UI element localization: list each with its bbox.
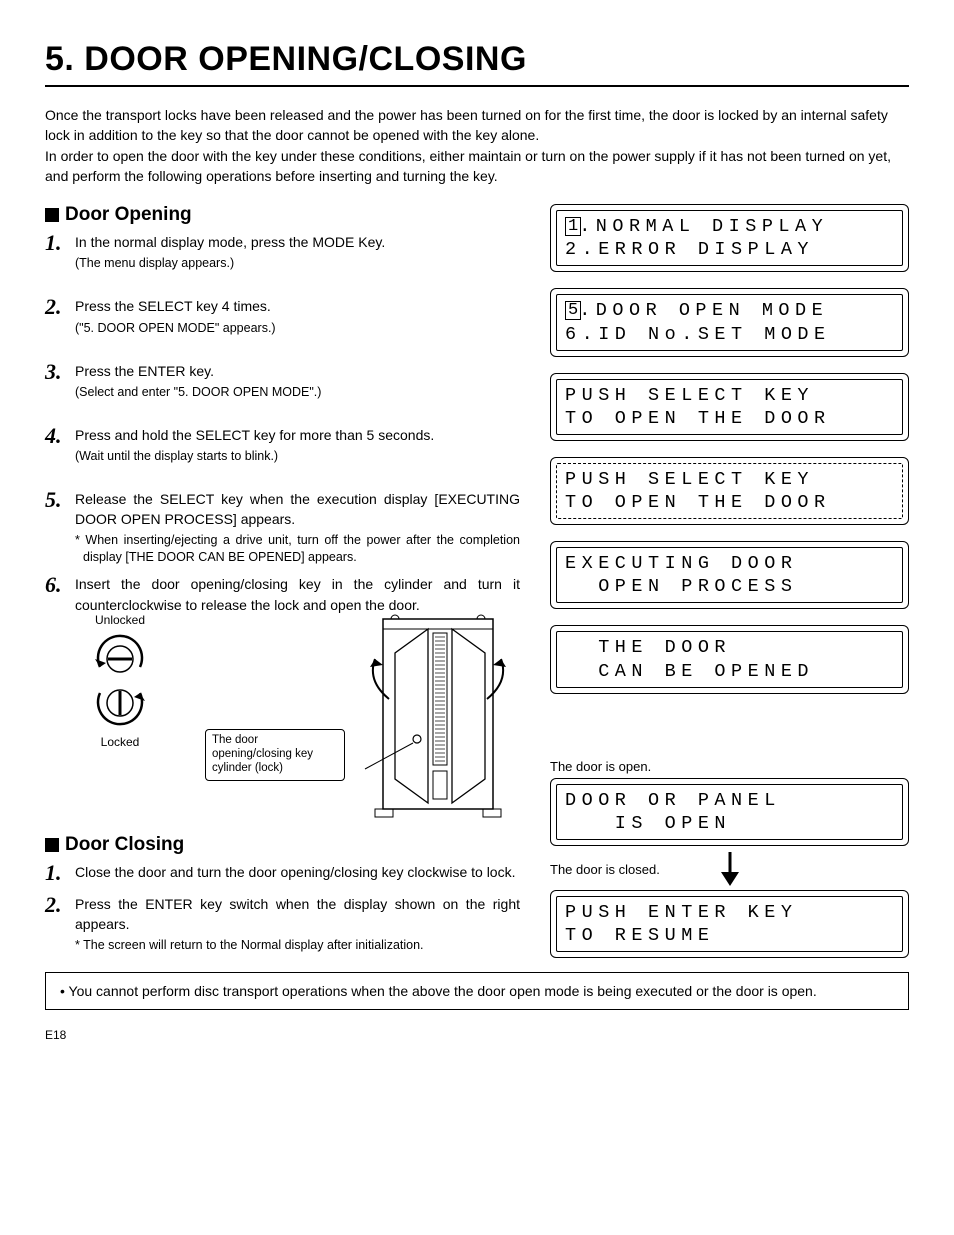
lcd-inner: THE DOOR CAN BE OPENED bbox=[556, 631, 903, 687]
lcd-line-text: 2.ERROR DISPLAY bbox=[565, 239, 814, 260]
step-sub: (Wait until the display starts to blink.… bbox=[75, 448, 520, 465]
intro-p1: Once the transport locks have been relea… bbox=[45, 105, 909, 146]
lcd-display-5: EXECUTING DOOR OPEN PROCESS bbox=[550, 541, 909, 609]
step-num: 2. bbox=[45, 894, 75, 954]
locked-lock-icon bbox=[90, 681, 150, 733]
lcd-line-text: CAN BE OPENED bbox=[565, 661, 814, 682]
lcd-line-text: PUSH SELECT KEY bbox=[565, 385, 814, 406]
lcd-line-text: TO RESUME bbox=[565, 925, 714, 946]
lcd-line-text: 6.ID No.SET MODE bbox=[565, 324, 831, 345]
diagram-area: Unlocked Locked bbox=[45, 611, 520, 826]
unlocked-label: Unlocked bbox=[45, 613, 195, 627]
lcd-inner: 1.NORMAL DISPLAY 2.ERROR DISPLAY bbox=[556, 210, 903, 266]
door-closing-heading: Door Closing bbox=[45, 834, 520, 856]
door-closing-heading-text: Door Closing bbox=[65, 834, 184, 856]
step-sub: ("5. DOOR OPEN MODE" appears.) bbox=[75, 320, 520, 337]
step-sub: * The screen will return to the Normal d… bbox=[75, 937, 520, 954]
step-text: Insert the door opening/closing key in t… bbox=[75, 574, 520, 615]
lcd-display-3: PUSH SELECT KEY TO OPEN THE DOOR bbox=[550, 373, 909, 441]
step-num: 6. bbox=[45, 574, 75, 615]
lcd-display-4: PUSH SELECT KEY TO OPEN THE DOOR bbox=[550, 457, 909, 525]
lcd-inner: PUSH ENTER KEY TO RESUME bbox=[556, 896, 903, 952]
lcd-line-text: TO OPEN THE DOOR bbox=[565, 408, 831, 429]
step-text: Press and hold the SELECT key for more t… bbox=[75, 425, 520, 445]
door-opening-heading-text: Door Opening bbox=[65, 204, 192, 226]
step-open-2: 2. Press the SELECT key 4 times. ("5. DO… bbox=[45, 296, 520, 336]
lcd-line-text: IS OPEN bbox=[565, 813, 731, 834]
lcd-inner: 5.DOOR OPEN MODE 6.ID No.SET MODE bbox=[556, 294, 903, 350]
step-open-6: 6. Insert the door opening/closing key i… bbox=[45, 574, 520, 615]
step-open-1: 1. In the normal display mode, press the… bbox=[45, 232, 520, 272]
lcd-display-7: DOOR OR PANEL IS OPEN bbox=[550, 778, 909, 846]
lcd-display-6: THE DOOR CAN BE OPENED bbox=[550, 625, 909, 693]
cylinder-label: The door opening/closing key cylinder (l… bbox=[205, 729, 345, 780]
page-number: E18 bbox=[45, 1028, 909, 1042]
lcd-line-text: THE DOOR bbox=[565, 637, 731, 658]
door-opening-heading: Door Opening bbox=[45, 204, 520, 226]
lcd-line-text: TO OPEN THE DOOR bbox=[565, 492, 831, 513]
lcd-display-1: 1.NORMAL DISPLAY 2.ERROR DISPLAY bbox=[550, 204, 909, 272]
step-num: 3. bbox=[45, 361, 75, 401]
square-bullet-icon bbox=[45, 838, 59, 852]
square-bullet-icon bbox=[45, 208, 59, 222]
step-num: 1. bbox=[45, 232, 75, 272]
step-text: In the normal display mode, press the MO… bbox=[75, 232, 520, 252]
step-text: Release the SELECT key when the executio… bbox=[75, 489, 520, 530]
door-closed-label: The door is closed. bbox=[550, 862, 660, 877]
lcd-inner: EXECUTING DOOR OPEN PROCESS bbox=[556, 547, 903, 603]
lcd-inner: PUSH SELECT KEY TO OPEN THE DOOR bbox=[556, 379, 903, 435]
step-text: Press the ENTER key. bbox=[75, 361, 520, 381]
lcd-display-2: 5.DOOR OPEN MODE 6.ID No.SET MODE bbox=[550, 288, 909, 356]
step-num: 2. bbox=[45, 296, 75, 336]
lcd-inner-blink: PUSH SELECT KEY TO OPEN THE DOOR bbox=[556, 463, 903, 519]
step-text: Press the ENTER key switch when the disp… bbox=[75, 894, 520, 935]
locked-label: Locked bbox=[45, 735, 195, 749]
step-text: Close the door and turn the door opening… bbox=[75, 862, 520, 882]
intro-text: Once the transport locks have been relea… bbox=[45, 105, 909, 186]
lcd-line-text: EXECUTING DOOR bbox=[565, 553, 797, 574]
note-box: • You cannot perform disc transport oper… bbox=[45, 972, 909, 1010]
lock-group: Unlocked Locked bbox=[45, 611, 195, 751]
step-open-4: 4. Press and hold the SELECT key for mor… bbox=[45, 425, 520, 465]
lcd-line-text: .DOOR OPEN MODE bbox=[579, 300, 828, 321]
step-num: 1. bbox=[45, 862, 75, 884]
unlocked-lock-icon bbox=[90, 629, 150, 681]
step-num: 5. bbox=[45, 489, 75, 566]
step-open-3: 3. Press the ENTER key. (Select and ente… bbox=[45, 361, 520, 401]
lcd-line-text: DOOR OR PANEL bbox=[565, 790, 781, 811]
step-sub: (Select and enter "5. DOOR OPEN MODE".) bbox=[75, 384, 520, 401]
step-sub: (The menu display appears.) bbox=[75, 255, 520, 272]
door-open-label: The door is open. bbox=[550, 759, 909, 774]
step-close-2: 2. Press the ENTER key switch when the d… bbox=[45, 894, 520, 954]
cabinet-icon bbox=[355, 611, 520, 826]
lcd-line-text: PUSH ENTER KEY bbox=[565, 902, 797, 923]
arrow-down-icon bbox=[718, 852, 742, 886]
title-rule bbox=[45, 85, 909, 87]
lcd-line-text: .NORMAL DISPLAY bbox=[579, 216, 828, 237]
step-text: Press the SELECT key 4 times. bbox=[75, 296, 520, 316]
step-open-5: 5. Release the SELECT key when the execu… bbox=[45, 489, 520, 566]
lcd-num-box: 1 bbox=[565, 217, 581, 236]
step-close-1: 1. Close the door and turn the door open… bbox=[45, 862, 520, 884]
step-num: 4. bbox=[45, 425, 75, 465]
lcd-num-box: 5 bbox=[565, 301, 581, 320]
page-title: 5. DOOR OPENING/CLOSING bbox=[45, 40, 909, 79]
lcd-line-text: PUSH SELECT KEY bbox=[565, 469, 814, 490]
lcd-line-text: OPEN PROCESS bbox=[565, 576, 797, 597]
lcd-display-8: PUSH ENTER KEY TO RESUME bbox=[550, 890, 909, 958]
step-sub: * When inserting/ejecting a drive unit, … bbox=[75, 532, 520, 566]
intro-p2: In order to open the door with the key u… bbox=[45, 146, 909, 187]
lcd-inner: DOOR OR PANEL IS OPEN bbox=[556, 784, 903, 840]
